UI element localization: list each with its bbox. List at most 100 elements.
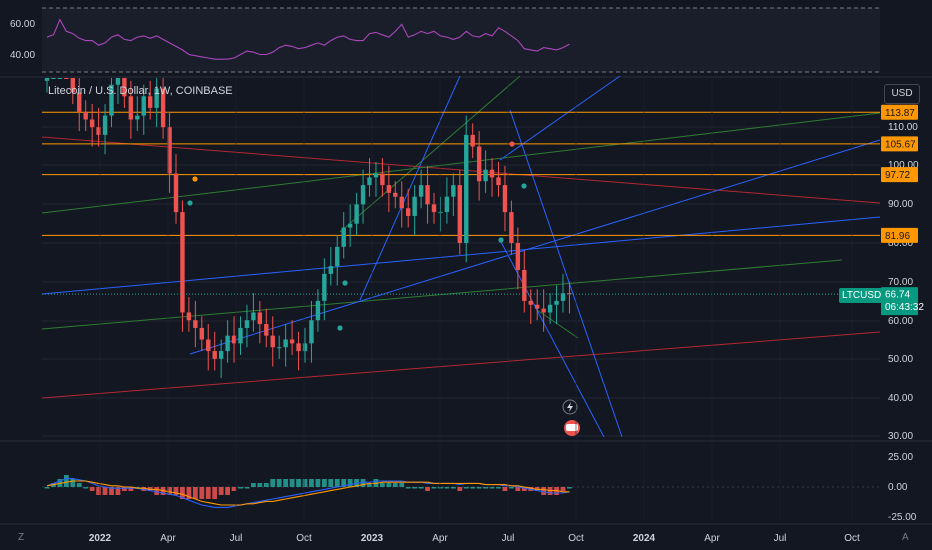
macd-histogram-bar <box>154 487 160 495</box>
price-level-tag <box>881 167 918 183</box>
candle-body <box>83 111 88 120</box>
signal-marker <box>498 237 504 243</box>
macd-histogram-bar <box>380 483 385 487</box>
macd-histogram-bar <box>302 479 308 487</box>
macd-histogram-bar <box>63 475 69 487</box>
price-tick-label: 60.00 <box>888 316 913 327</box>
candle-body <box>451 185 456 197</box>
candle-body <box>457 185 462 243</box>
macd-histogram-bar <box>541 487 547 495</box>
macd-histogram-bar <box>321 479 327 487</box>
macd-histogram-bar <box>173 487 179 495</box>
macd-histogram-bar <box>457 487 463 491</box>
macd-histogram-bar <box>70 479 76 487</box>
candle-body <box>399 196 404 209</box>
candle-body <box>315 300 321 321</box>
rsi-tick-label: 40.00 <box>10 50 35 61</box>
macd-histogram-bar <box>392 483 398 487</box>
macd-histogram-bar <box>263 483 269 487</box>
candle-body <box>309 320 314 344</box>
candle-body <box>193 320 198 328</box>
candle-body <box>431 204 437 213</box>
candle-body <box>148 96 153 108</box>
macd-histogram-bar <box>296 479 301 487</box>
macd-histogram-bar <box>186 487 192 499</box>
macd-histogram-bar <box>115 487 121 495</box>
countdown-label: 06:43:32 <box>885 302 924 313</box>
macd-histogram-bar <box>122 487 127 491</box>
macd-histogram-bar <box>89 487 95 491</box>
macd-histogram-bar <box>251 483 256 487</box>
last-price-label: 66.74 <box>885 290 910 301</box>
signal-line <box>46 480 570 506</box>
signal-marker <box>342 280 348 286</box>
price-level-label: 105.67 <box>885 139 916 150</box>
price-level-tag <box>881 136 918 152</box>
candle-body <box>335 246 340 267</box>
signal-marker <box>192 176 198 182</box>
macd-histogram-bar <box>257 483 263 487</box>
macd-histogram-bar <box>425 487 430 491</box>
signal-marker <box>509 141 515 147</box>
candle-body <box>328 266 333 274</box>
candle-body <box>270 335 275 348</box>
candle-body <box>96 127 101 135</box>
time-tick-label: Oct <box>568 533 584 544</box>
auto-scale-button[interactable]: A <box>902 532 909 543</box>
candle-body <box>347 223 353 228</box>
signal-marker <box>187 200 193 206</box>
candle-body <box>115 78 121 85</box>
candle-body <box>367 177 372 186</box>
macd-histogram-bar <box>515 487 521 491</box>
candle-body <box>283 339 288 348</box>
candle-body <box>567 293 572 295</box>
candle-body <box>509 212 514 243</box>
macd-histogram-bar <box>334 479 340 487</box>
candle-body <box>464 134 469 243</box>
macd-tick-label: 0.00 <box>888 482 908 493</box>
candle-body <box>238 327 243 344</box>
candle-body <box>289 339 295 344</box>
currency-button[interactable]: USD <box>884 84 920 104</box>
macd-histogram-bar <box>567 487 572 489</box>
price-tick-label: 30.00 <box>888 431 913 442</box>
timezone-button[interactable]: Z <box>18 532 25 543</box>
candle-body <box>70 78 75 93</box>
macd-histogram-bar <box>521 487 527 491</box>
candle-body <box>560 293 566 301</box>
price-tick-label: 100.00 <box>888 160 919 171</box>
candle-body <box>51 78 56 79</box>
macd-histogram-bar <box>476 487 482 489</box>
macd-histogram-bar <box>470 487 476 489</box>
price-level-tag <box>881 104 918 120</box>
macd-histogram-bar <box>502 487 508 491</box>
candle-body <box>167 127 172 174</box>
candle-body <box>77 92 82 112</box>
candle-body <box>128 96 134 120</box>
rsi-band <box>42 8 880 72</box>
time-tick-label: Jul <box>230 533 243 544</box>
candle-body <box>322 273 327 301</box>
candle-body <box>173 173 179 213</box>
candle-body <box>257 312 263 325</box>
macd-histogram-bar <box>205 487 211 499</box>
candle-body <box>44 78 50 81</box>
us-flag-icon-glyph <box>566 424 578 431</box>
macd-histogram-bar <box>167 487 172 495</box>
candle-body <box>264 324 269 336</box>
macd-histogram-bar <box>199 487 205 499</box>
price-level-label: 97.72 <box>885 170 910 181</box>
rsi-tick-label: 60.00 <box>10 19 35 30</box>
macd-histogram-bar <box>276 479 282 487</box>
candle-body <box>218 351 224 359</box>
candle-body <box>180 212 185 313</box>
candle-body <box>489 169 495 178</box>
candle-body <box>528 300 533 305</box>
price-level-label: 113.87 <box>885 108 915 119</box>
candle-body <box>354 204 359 224</box>
macd-histogram-bar <box>483 487 488 489</box>
green-channel-line <box>339 75 521 233</box>
lightning-icon-glyph <box>567 402 573 412</box>
blue-descending-line <box>509 109 623 438</box>
